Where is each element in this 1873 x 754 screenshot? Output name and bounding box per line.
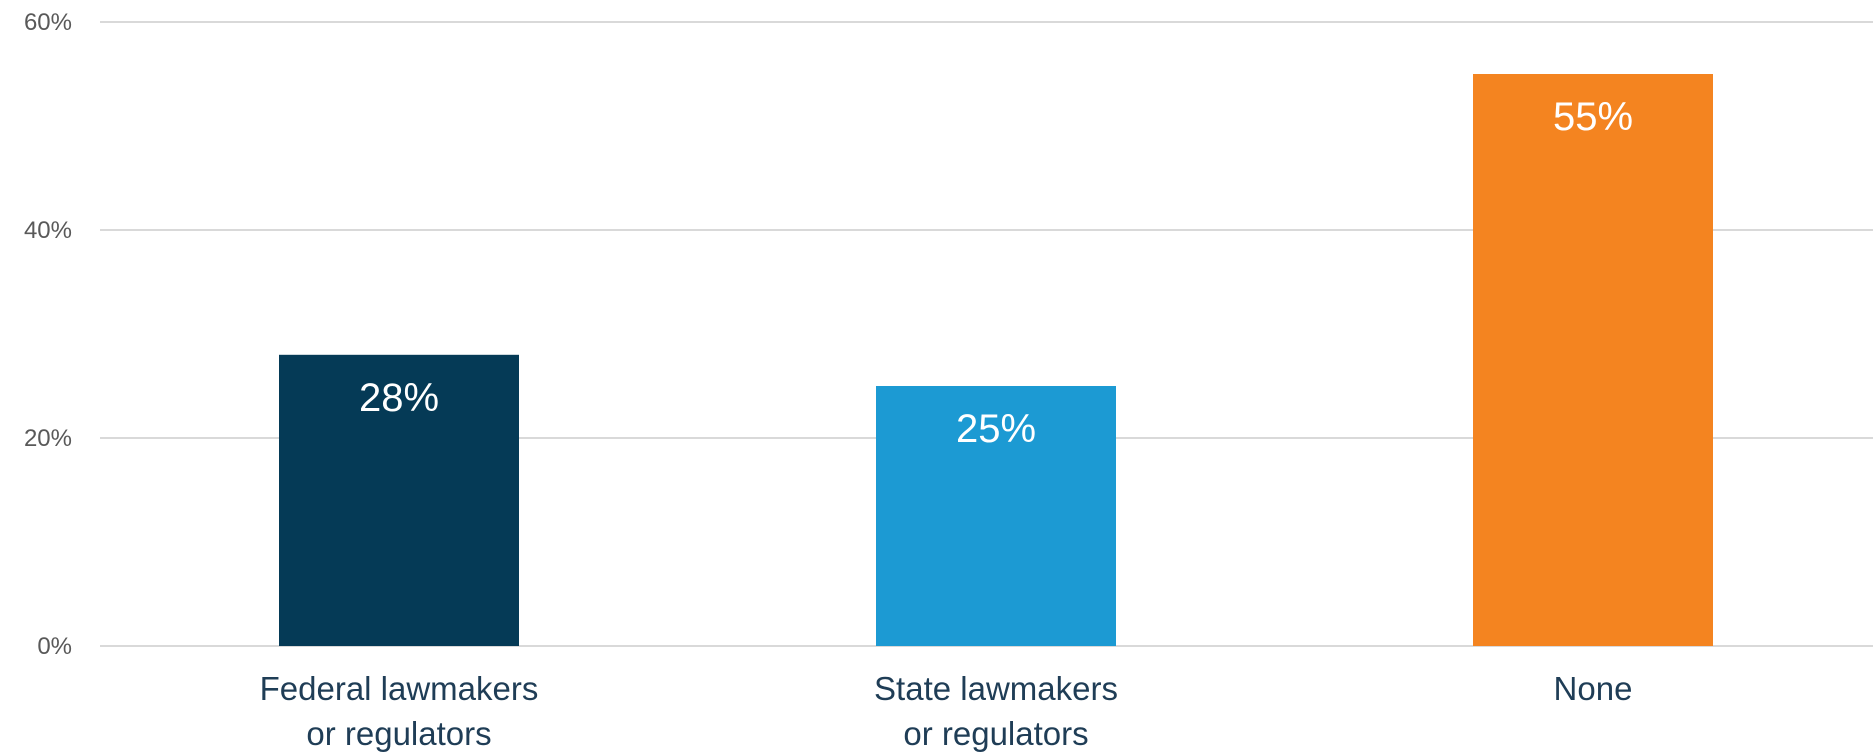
bar [876,386,1116,646]
y-axis-ticks: 0% 20% 40% 60% [24,9,72,660]
data-labels: 28% 25% 55% [359,95,1633,451]
y-tick-label: 0% [37,633,72,660]
bar-value-label: 28% [359,376,439,420]
y-tick-label: 60% [24,9,72,36]
x-category-label: Federal lawmakers [260,670,539,707]
x-category-label: or regulators [306,715,491,752]
bar [279,354,519,646]
x-category-label: or regulators [903,715,1088,752]
bars [279,74,1713,646]
x-axis-categories: Federal lawmakers or regulators State lawm… [260,670,1633,752]
bar-value-label: 25% [956,407,1036,451]
x-category-label: State lawmakers [874,670,1118,707]
x-category-label: None [1554,670,1633,707]
bar [1473,74,1713,646]
y-tick-label: 40% [24,217,72,244]
y-tick-label: 20% [24,425,72,452]
bar-value-label: 55% [1553,95,1633,139]
